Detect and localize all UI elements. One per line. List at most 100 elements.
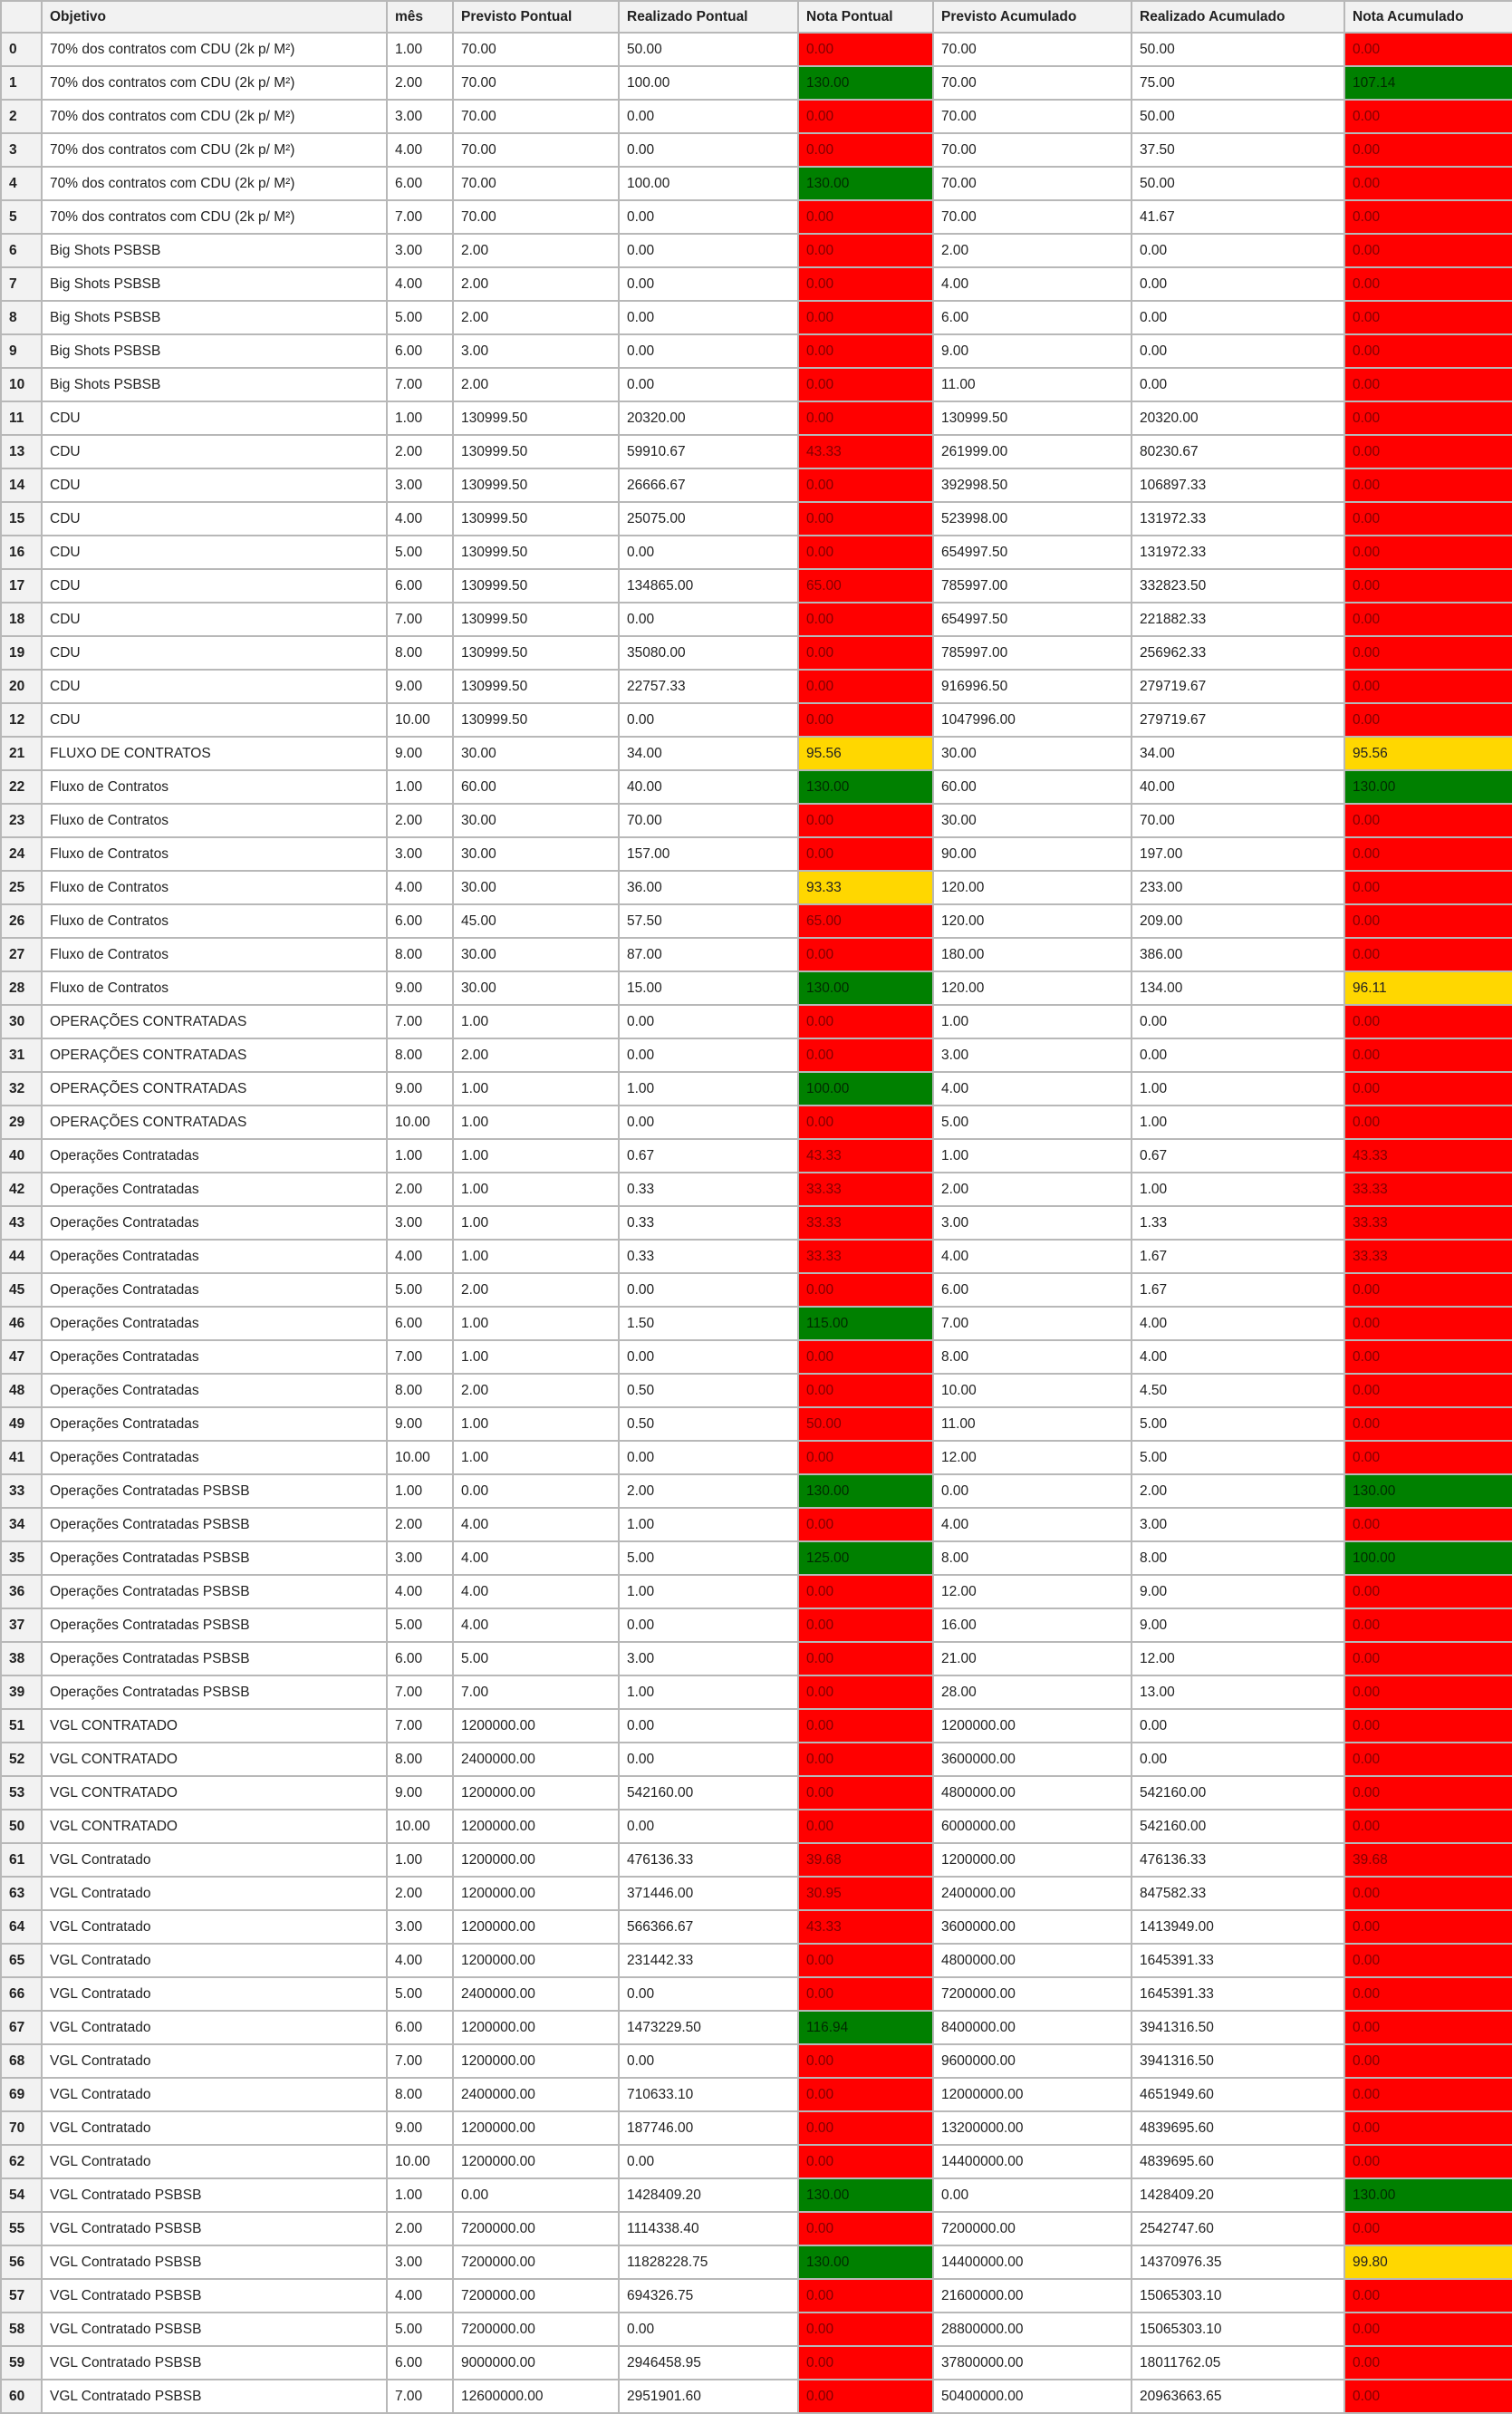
realizado-acumulado-cell: 75.00: [1131, 65, 1345, 101]
row-index: 64: [0, 1909, 43, 1945]
row-index: 50: [0, 1809, 43, 1844]
realizado-pontual-cell: 2.00: [618, 1473, 799, 1509]
previsto-acumulado-cell: 8.00: [932, 1339, 1132, 1375]
row-index: 12: [0, 702, 43, 738]
realizado-acumulado-cell: 50.00: [1131, 99, 1345, 134]
objetivo-cell: Big Shots PSBSB: [41, 367, 388, 402]
previsto-acumulado-cell: 2400000.00: [932, 1876, 1132, 1911]
nota-pontual-cell: 95.56: [797, 736, 934, 771]
nota-pontual-cell: 0.00: [797, 333, 934, 369]
objetivo-cell: VGL Contratado: [41, 2110, 388, 2146]
objetivo-cell: VGL CONTRATADO: [41, 1742, 388, 1777]
realizado-acumulado-cell: 1.00: [1131, 1105, 1345, 1140]
previsto-acumulado-cell: 1.00: [932, 1004, 1132, 1039]
realizado-pontual-cell: 566366.67: [618, 1909, 799, 1945]
objetivo-cell: Big Shots PSBSB: [41, 333, 388, 369]
mes-cell: 4.00: [386, 1943, 454, 1978]
row-index: 46: [0, 1306, 43, 1341]
objetivo-cell: CDU: [41, 568, 388, 604]
nota-acumulado-cell: 0.00: [1343, 1373, 1512, 1408]
realizado-pontual-cell: 57.50: [618, 903, 799, 939]
nota-acumulado-cell: 107.14: [1343, 65, 1512, 101]
nota-pontual-cell: 43.33: [797, 434, 934, 469]
table-row: 33 Operações Contratadas PSBSB 1.00 0.00 2.0…: [0, 1473, 1512, 1509]
table-row: 0 70% dos contratos com CDU (2k p/ M²) 1.0…: [0, 32, 1512, 67]
table-row: 53 VGL CONTRATADO 9.00 1200000.00 542160.00 0…: [0, 1775, 1512, 1810]
row-index: 43: [0, 1205, 43, 1241]
previsto-pontual-cell: 70.00: [452, 132, 620, 168]
table-row: 29 OPERAÇÕES CONTRATADAS 10.00 1.00 0.00 0.00…: [0, 1105, 1512, 1140]
realizado-acumulado-cell: 20963663.65: [1131, 2379, 1345, 2414]
row-index: 19: [0, 635, 43, 671]
row-index: 28: [0, 970, 43, 1006]
previsto-pontual-cell: 130999.50: [452, 501, 620, 536]
row-index: 26: [0, 903, 43, 939]
objetivo-cell: 70% dos contratos com CDU (2k p/ M²): [41, 199, 388, 235]
objetivo-cell: Operações Contratadas PSBSB: [41, 1473, 388, 1509]
previsto-pontual-cell: 5.00: [452, 1641, 620, 1676]
nota-pontual-cell: 0.00: [797, 1943, 934, 1978]
table-row: 24 Fluxo de Contratos 3.00 30.00 157.00 0.00 9…: [0, 836, 1512, 872]
realizado-acumulado-cell: 209.00: [1131, 903, 1345, 939]
realizado-pontual-cell: 0.00: [618, 266, 799, 302]
header-realizado-pontual: Realizado Pontual: [618, 0, 799, 34]
previsto-acumulado-cell: 6.00: [932, 300, 1132, 335]
realizado-pontual-cell: 1114338.40: [618, 2211, 799, 2246]
mes-cell: 1.00: [386, 2177, 454, 2213]
mes-cell: 2.00: [386, 434, 454, 469]
nota-pontual-cell: 0.00: [797, 1641, 934, 1676]
realizado-acumulado-cell: 3941316.50: [1131, 2043, 1345, 2079]
previsto-pontual-cell: 60.00: [452, 769, 620, 805]
previsto-acumulado-cell: 30.00: [932, 803, 1132, 838]
previsto-pontual-cell: 0.00: [452, 1473, 620, 1509]
realizado-pontual-cell: 0.00: [618, 702, 799, 738]
nota-pontual-cell: 0.00: [797, 2211, 934, 2246]
row-index: 2: [0, 99, 43, 134]
objetivo-cell: Operações Contratadas PSBSB: [41, 1641, 388, 1676]
row-index: 1: [0, 65, 43, 101]
previsto-acumulado-cell: 1047996.00: [932, 702, 1132, 738]
realizado-pontual-cell: 0.50: [618, 1406, 799, 1442]
realizado-acumulado-cell: 1.67: [1131, 1272, 1345, 1308]
table-row: 65 VGL Contratado 4.00 1200000.00 231442.33 0…: [0, 1943, 1512, 1978]
objetivo-cell: OPERAÇÕES CONTRATADAS: [41, 1004, 388, 1039]
nota-acumulado-cell: 0.00: [1343, 1641, 1512, 1676]
previsto-pontual-cell: 3.00: [452, 333, 620, 369]
nota-pontual-cell: 0.00: [797, 199, 934, 235]
realizado-acumulado-cell: 233.00: [1131, 870, 1345, 905]
table-row: 11 CDU 1.00 130999.50 20320.00 0.00 130999.50 2…: [0, 401, 1512, 436]
table-row: 13 CDU 2.00 130999.50 59910.67 43.33 261999.00…: [0, 434, 1512, 469]
nota-pontual-cell: 0.00: [797, 1440, 934, 1475]
realizado-pontual-cell: 0.67: [618, 1138, 799, 1173]
previsto-acumulado-cell: 0.00: [932, 1473, 1132, 1509]
row-index: 45: [0, 1272, 43, 1308]
previsto-pontual-cell: 130999.50: [452, 568, 620, 604]
nota-acumulado-cell: 0.00: [1343, 99, 1512, 134]
previsto-acumulado-cell: 12000000.00: [932, 2077, 1132, 2112]
objetivo-cell: VGL CONTRATADO: [41, 1809, 388, 1844]
previsto-pontual-cell: 30.00: [452, 736, 620, 771]
previsto-acumulado-cell: 4.00: [932, 266, 1132, 302]
nota-acumulado-cell: 0.00: [1343, 1909, 1512, 1945]
mes-cell: 9.00: [386, 736, 454, 771]
previsto-pontual-cell: 1.00: [452, 1239, 620, 1274]
previsto-pontual-cell: 12600000.00: [452, 2379, 620, 2414]
objetivo-cell: Operações Contratadas: [41, 1406, 388, 1442]
objetivo-cell: 70% dos contratos com CDU (2k p/ M²): [41, 166, 388, 201]
table-row: 42 Operações Contratadas 2.00 1.00 0.33 33.33…: [0, 1172, 1512, 1207]
realizado-pontual-cell: 0.00: [618, 602, 799, 637]
table-row: 19 CDU 8.00 130999.50 35080.00 0.00 785997.00 2…: [0, 635, 1512, 671]
header-objetivo: Objetivo: [41, 0, 388, 34]
previsto-acumulado-cell: 70.00: [932, 166, 1132, 201]
nota-acumulado-cell: 0.00: [1343, 1775, 1512, 1810]
objetivo-cell: FLUXO DE CONTRATOS: [41, 736, 388, 771]
realizado-pontual-cell: 134865.00: [618, 568, 799, 604]
objetivo-cell: VGL Contratado: [41, 1876, 388, 1911]
nota-acumulado-cell: 0.00: [1343, 2379, 1512, 2414]
row-index: 34: [0, 1507, 43, 1542]
previsto-pontual-cell: 4.00: [452, 1574, 620, 1609]
mes-cell: 7.00: [386, 1339, 454, 1375]
nota-acumulado-cell: 0.00: [1343, 1406, 1512, 1442]
nota-pontual-cell: 0.00: [797, 1809, 934, 1844]
mes-cell: 8.00: [386, 1038, 454, 1073]
